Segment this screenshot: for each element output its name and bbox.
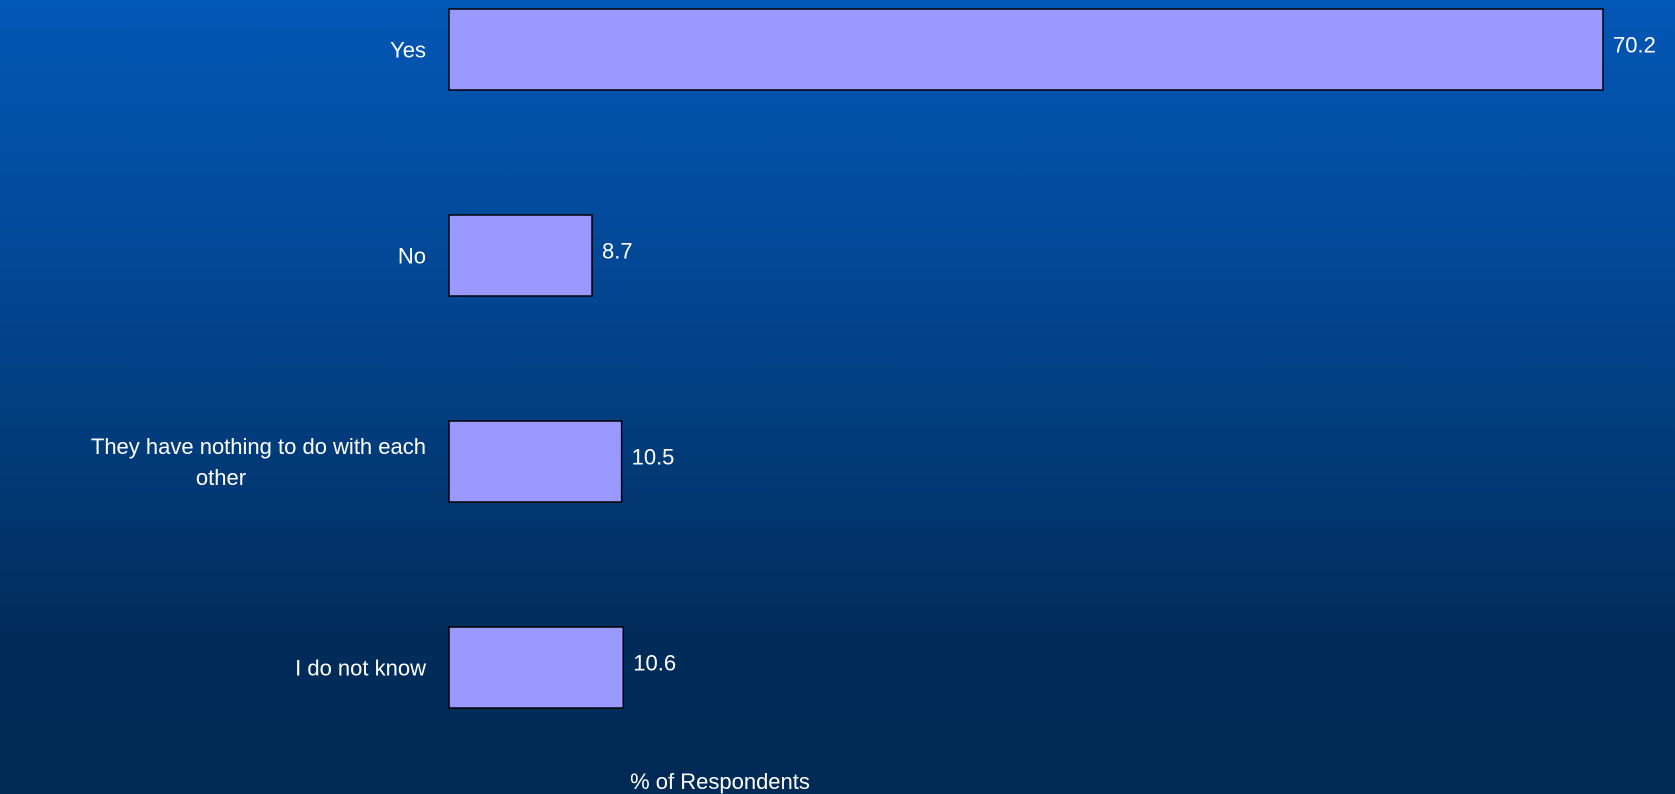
value-label-1: 8.7: [602, 239, 633, 264]
bar-2: [448, 420, 623, 503]
category-label-2: They have nothing to do with each other: [91, 434, 426, 490]
bars-group: [448, 8, 1604, 709]
category-label-0: Yes: [390, 38, 426, 63]
category-label-1: No: [398, 244, 426, 269]
bar-1: [448, 214, 593, 297]
bar-0: [448, 8, 1604, 91]
value-label-0: 70.2: [1613, 33, 1656, 58]
x-axis-label: % of Respondents: [630, 769, 810, 794]
value-label-3: 10.6: [633, 651, 676, 676]
category-labels-group: Yes No They have nothing to do with each ot…: [91, 38, 426, 681]
category-label-3: I do not know: [295, 656, 426, 681]
value-labels-group: 70.2 8.7 10.5 10.6: [602, 33, 1656, 676]
bar-3: [448, 626, 625, 709]
value-label-2: 10.5: [632, 445, 675, 470]
